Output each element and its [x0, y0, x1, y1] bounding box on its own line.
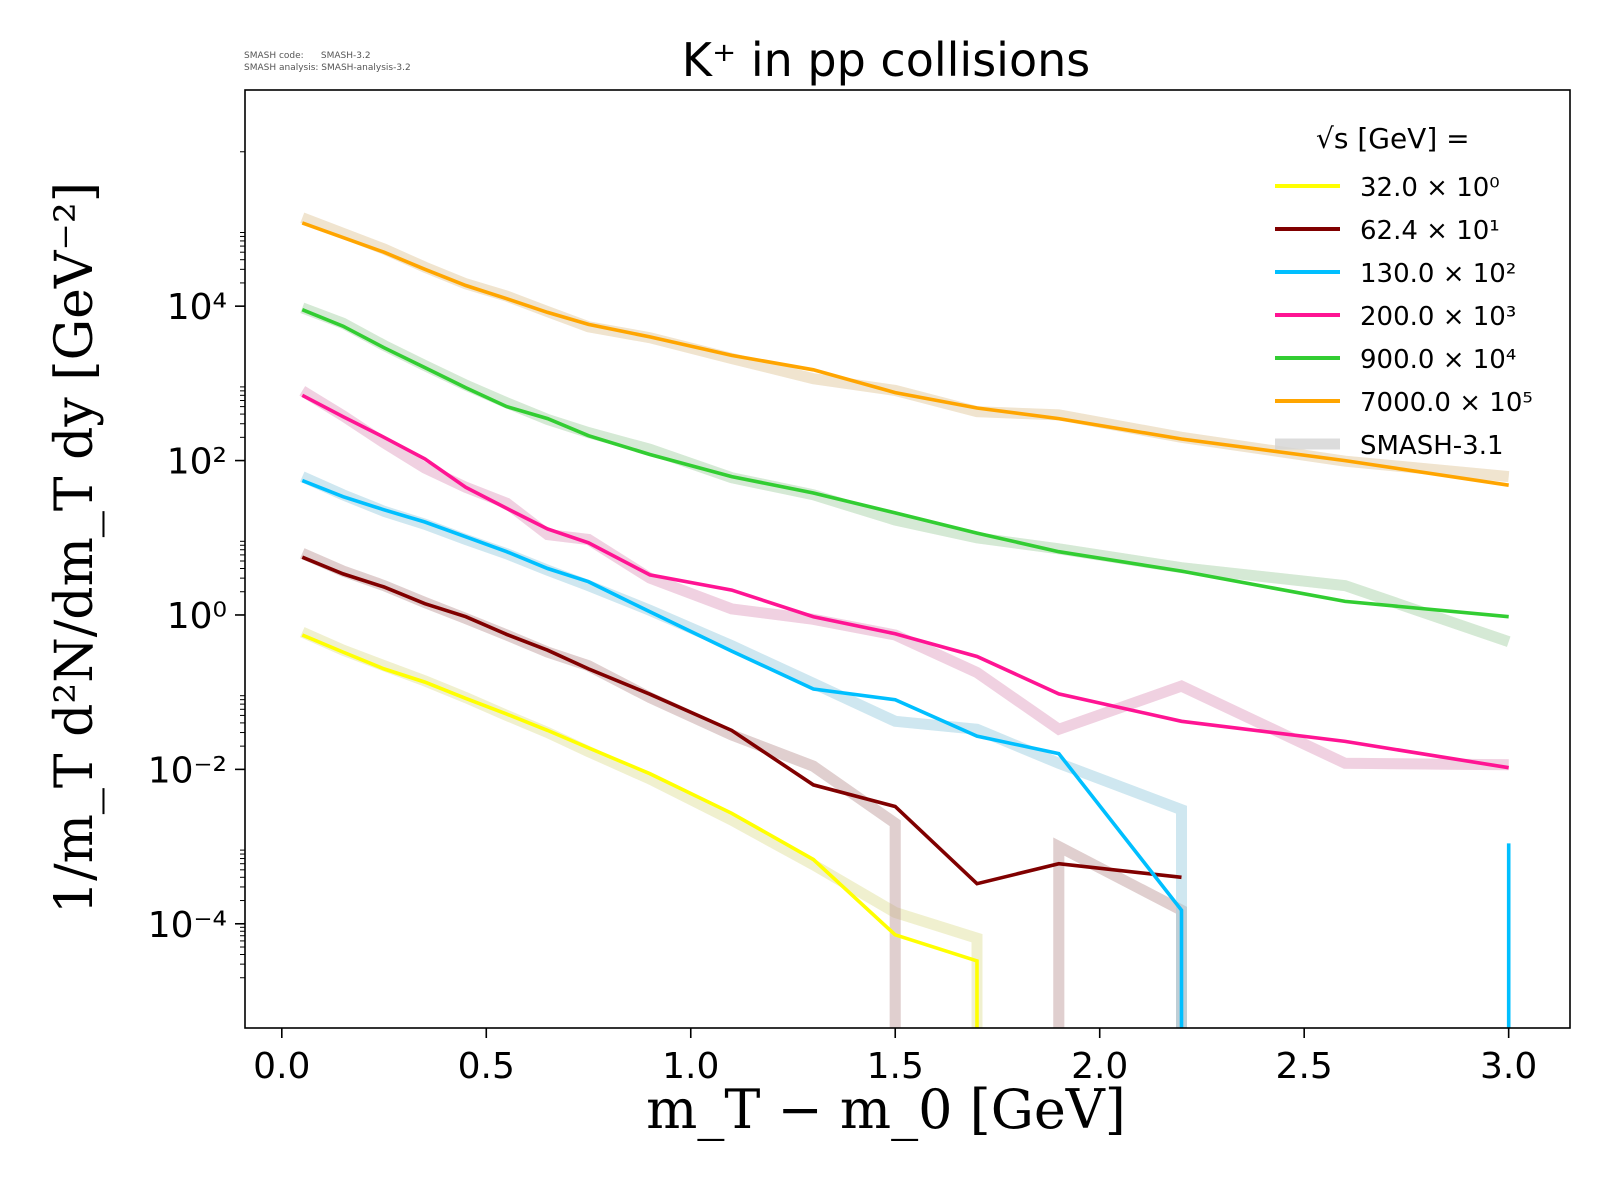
reference-shade-1 [300, 548, 1187, 1028]
legend-label: 900.0 × 10⁴ [1360, 345, 1516, 375]
reference-shade-4 [300, 302, 1511, 647]
series-line-5 [301, 221, 1509, 487]
y-tick-label: 10⁴ [167, 287, 227, 328]
reference-shade-3 [299, 386, 1509, 771]
y-axis-label: 1/m_T d²N/dm_T dy [GeV⁻²] [45, 182, 105, 914]
legend-label: SMASH-3.1 [1360, 431, 1504, 461]
reference-line-0 [300, 627, 983, 1028]
reference-line-2 [300, 471, 1187, 1028]
legend-label: 200.0 × 10³ [1360, 302, 1516, 332]
smash-code-label: SMASH code: SMASH-3.2 [244, 51, 371, 61]
x-tick-label: 0.5 [458, 1046, 515, 1087]
reference-line-1 [300, 548, 1187, 1028]
legend-label: 32.0 × 10⁰ [1360, 173, 1500, 203]
legend-title: √s [GeV] = [1316, 122, 1470, 155]
y-tick-label: 10⁰ [167, 596, 227, 637]
reference-line-5 [300, 212, 1510, 483]
series-line-1 [301, 555, 1182, 886]
x-tick-label: 0.0 [253, 1046, 310, 1087]
x-tick-label: 3.0 [1480, 1046, 1537, 1087]
reference-line-3 [299, 386, 1509, 771]
x-tick-label: 2.0 [1071, 1046, 1128, 1087]
reference-line-4 [300, 302, 1511, 647]
y-tick-label: 10² [167, 442, 227, 483]
series-line-0 [301, 633, 979, 1028]
series-line-3 [301, 393, 1509, 770]
reference-shade-2 [300, 471, 1187, 1028]
chart-title: K⁺ in pp collisions [682, 33, 1090, 87]
series-layer [301, 221, 1511, 1028]
x-tick-label: 1.5 [867, 1046, 924, 1087]
legend-label: 7000.0 × 10⁵ [1360, 388, 1533, 418]
series-line-4 [301, 308, 1509, 619]
reference-shade-0 [300, 627, 983, 1028]
smash-analysis-label: SMASH analysis: SMASH-analysis-3.2 [244, 63, 411, 73]
y-axis: 10⁴ 10² 10⁰ 10⁻² 10⁻⁴ [148, 151, 245, 979]
x-tick-label: 2.5 [1276, 1046, 1333, 1087]
y-tick-label: 10⁻⁴ [148, 905, 227, 946]
x-axis-label: m_T − m_0 [GeV] [646, 1078, 1126, 1141]
plot-frame [244, 89, 1571, 1029]
legend: √s [GeV] = 32.0 × 10⁰ 62.4 × 10¹ 130.0 × 10… [1275, 122, 1533, 461]
reference-shade-5 [300, 212, 1510, 483]
x-tick-label: 1.0 [662, 1046, 719, 1087]
x-axis: 0.0 0.5 1.0 1.5 2.0 2.5 3.0 [253, 1028, 1537, 1087]
legend-label: 130.0 × 10² [1360, 259, 1516, 289]
series-line-2 [301, 478, 1511, 1028]
legend-label: 62.4 × 10¹ [1360, 216, 1500, 246]
y-tick-label: 10⁻² [148, 750, 227, 791]
